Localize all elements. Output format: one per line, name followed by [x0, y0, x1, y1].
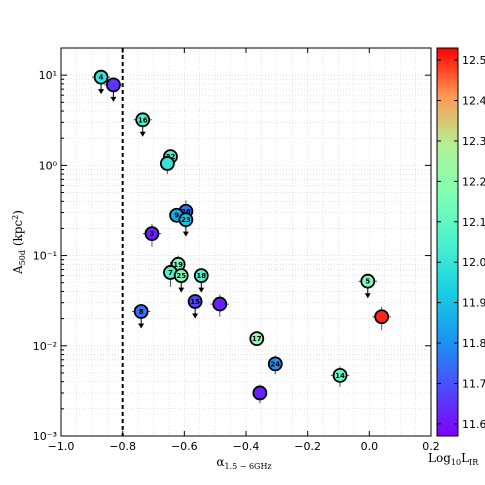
- data-point: [252, 384, 268, 404]
- y-tick-label: 10⁻³: [33, 430, 57, 443]
- colorbar-tick-label: 12.2: [462, 175, 485, 188]
- upper-limit-arrow: [364, 293, 371, 299]
- data-marker: [212, 296, 228, 312]
- colorbar-tick-label: 12.5: [462, 54, 485, 67]
- data-point-label: 4: [99, 74, 104, 82]
- data-point-label: 23: [181, 216, 191, 224]
- data-marker: [178, 212, 194, 228]
- data-point-label: 16: [138, 116, 148, 124]
- y-tick-label: 10⁻¹: [33, 250, 57, 263]
- data-marker: [135, 112, 151, 128]
- data-marker: [332, 367, 348, 383]
- data-point: 18: [193, 268, 209, 293]
- colorbar-tick-label: 12.1: [462, 216, 485, 229]
- data-point: 3: [142, 223, 162, 247]
- data-point: 4: [91, 69, 111, 95]
- colorbar-tick-label: 11.7: [462, 377, 485, 390]
- colorbar-ticks: 11.6 11.7 11.8 11.9 12.0 12.1 12.2 12.3 12.4 12.5: [437, 54, 485, 431]
- data-point: 7: [163, 261, 178, 287]
- data-point: 16: [133, 112, 152, 137]
- data-marker: [360, 273, 376, 289]
- colorbar-tick-label: 11.9: [462, 297, 485, 310]
- colorbar-title: Log10LIR: [428, 451, 479, 467]
- data-marker: [159, 156, 175, 171]
- data-point: 25: [173, 268, 189, 293]
- upper-limit-arrow: [98, 89, 105, 95]
- colorbar: [436, 47, 459, 437]
- upper-limit-arrow: [198, 287, 205, 293]
- x-tick-label: −1.0: [48, 440, 75, 453]
- data-point: [104, 77, 123, 102]
- upper-limit-arrow: [192, 313, 199, 319]
- data-point-label: 9: [174, 212, 179, 220]
- data-marker: [252, 385, 268, 401]
- data-marker: [187, 294, 203, 309]
- y-tick-label: 10¹: [39, 69, 57, 82]
- colorbar-tick-label: 12.4: [462, 95, 485, 108]
- y-tick-label: 10⁻²: [33, 340, 57, 353]
- x-axis-title: α1.5 − 6GHz: [216, 455, 271, 471]
- y-axis-title: A50d (kpc2): [11, 210, 27, 275]
- upper-limit-arrow: [110, 96, 117, 102]
- upper-limit-arrow: [139, 131, 146, 137]
- data-point-label: 8: [139, 308, 144, 316]
- colorbar-tick-label: 12.3: [462, 135, 485, 148]
- x-tick-label: 0.2: [422, 440, 440, 453]
- data-point-label: 24: [270, 360, 280, 368]
- plot-area-frame: [60, 47, 432, 437]
- data-point-label: 19: [173, 261, 183, 269]
- upper-limit-arrow: [178, 287, 185, 293]
- data-marker: [106, 77, 121, 93]
- data-point: [210, 294, 230, 317]
- data-point: 24: [267, 355, 283, 375]
- upper-limit-arrow: [138, 323, 145, 329]
- x-tick-label: −0.2: [294, 440, 321, 453]
- data-point-label: 3: [150, 230, 155, 238]
- data-marker: [133, 304, 149, 319]
- data-marker: [93, 69, 109, 85]
- data-point-label: 14: [335, 372, 345, 380]
- data-point: [372, 306, 391, 330]
- data-marker: [374, 309, 390, 325]
- x-tick-label: 0.0: [361, 440, 379, 453]
- x-tick-label: −0.8: [109, 440, 136, 453]
- data-point-label: 7: [168, 269, 173, 277]
- data-point: 17: [249, 331, 265, 347]
- data-point-label: 18: [196, 272, 206, 280]
- data-point-label: 25: [176, 272, 186, 280]
- data-point: [159, 155, 175, 175]
- x-tick-label: −0.4: [233, 440, 260, 453]
- y-axis-ticks: 10⁻³ 10⁻² 10⁻¹ 10⁰ 10¹: [33, 47, 431, 443]
- data-point: 15: [187, 294, 203, 319]
- data-point-label: 17: [252, 335, 262, 343]
- x-axis-ticks: −1.0 −0.8 −0.6 −0.4 −0.2 0.0 0.2: [48, 48, 440, 453]
- colorbar-tick-label: 11.6: [462, 418, 485, 431]
- upper-limit-arrow: [182, 231, 189, 237]
- data-point-label: 15: [190, 298, 200, 306]
- data-marker: [249, 331, 265, 347]
- grid: [60, 47, 432, 437]
- data-point-label: 28: [181, 208, 191, 216]
- data-points: 4162228923319725181581724145: [91, 69, 391, 404]
- data-marker: [193, 268, 209, 283]
- data-point-label: 5: [365, 278, 370, 286]
- data-marker: [267, 356, 283, 372]
- data-point: 23: [178, 212, 194, 237]
- data-marker: [173, 268, 189, 283]
- data-point: 14: [330, 366, 350, 387]
- data-point: 5: [358, 273, 378, 299]
- colorbar-tick-label: 11.8: [462, 337, 485, 350]
- data-marker: [144, 226, 160, 242]
- colorbar-tick-label: 12.0: [462, 256, 485, 269]
- data-point: 8: [131, 304, 151, 329]
- y-tick-label: 10⁰: [39, 159, 58, 172]
- x-tick-label: −0.6: [171, 440, 198, 453]
